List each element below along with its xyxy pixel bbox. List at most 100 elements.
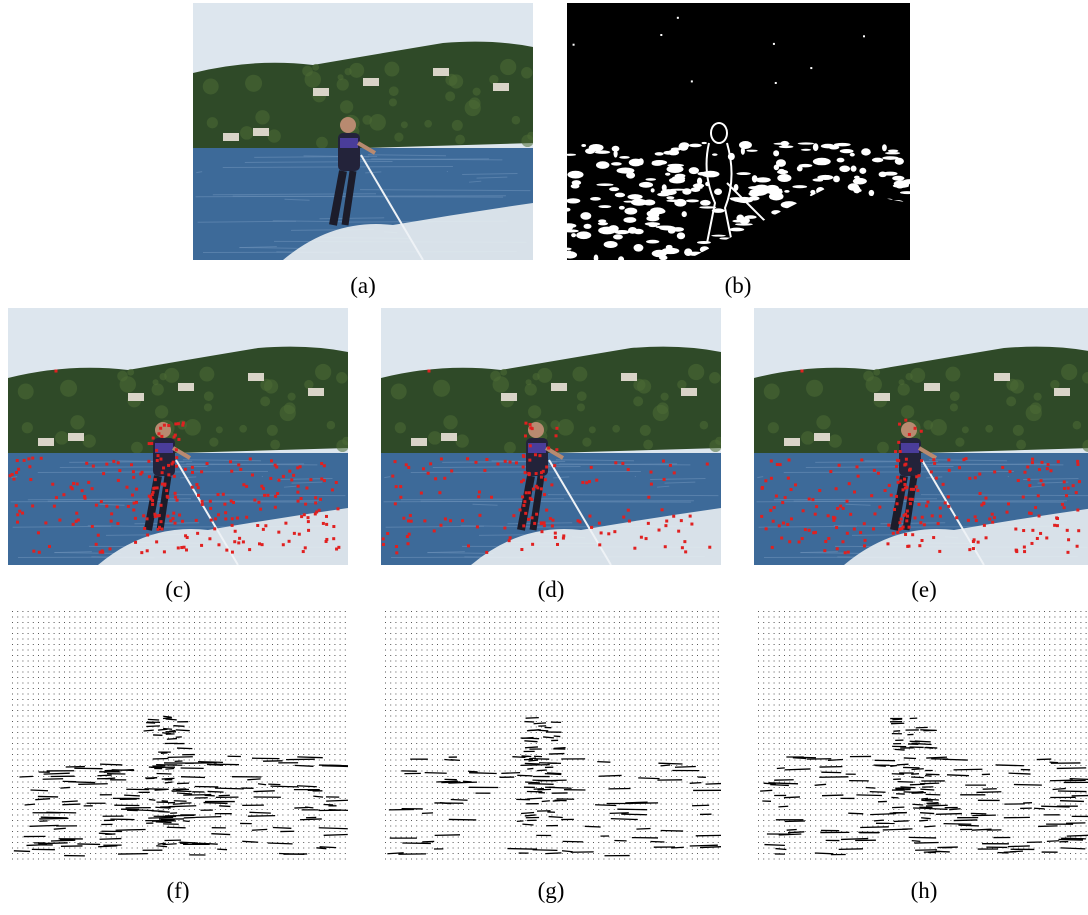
feature-point [1037,514,1041,518]
feature-point [174,448,178,452]
feature-point [528,458,532,462]
detected-points [381,369,712,555]
motion-vector [162,717,173,720]
motion-vector [99,837,122,840]
motion-vector [908,836,937,839]
feature-point [160,471,164,475]
feature-point [393,502,397,506]
feature-point [872,468,876,472]
feature-point [143,526,147,530]
motion-vector [247,778,261,781]
feature-point [478,513,482,517]
motion-vector [660,764,671,767]
feature-point [803,528,807,532]
feature-point [166,514,170,518]
feature-point [938,506,942,510]
feature-point [512,514,516,518]
motion-vector [915,849,937,851]
feature-point [159,457,163,461]
feature-point [183,467,187,471]
feature-point [807,528,811,532]
feature-point [907,544,911,548]
feature-point [904,418,908,422]
feature-point [48,544,52,548]
feature-point [984,536,988,540]
motion-vector [840,837,869,841]
tow-rope [175,459,239,565]
motion-vector [517,774,533,777]
feature-point [679,519,683,523]
feature-point [1062,486,1066,490]
feature-point [337,545,341,549]
motion-vector [532,849,558,851]
feature-point [407,532,411,536]
feature-point [917,502,921,506]
feature-point [672,514,676,518]
feature-point [649,482,653,486]
feature-point [595,478,599,482]
feature-point [394,485,398,489]
feature-point [508,536,512,540]
feature-point [856,474,860,478]
feature-point [633,546,637,550]
motion-vector [925,807,948,811]
feature-point [140,551,144,555]
feature-point [533,453,537,457]
feature-point [325,522,329,526]
motion-vector [35,798,51,801]
feature-point [905,519,909,523]
motion-vector [903,757,917,760]
feature-point [32,549,36,553]
motion-vector [926,756,947,759]
motion-vector [156,845,168,848]
motion-vector [164,781,173,784]
caption-f: (f) [166,878,190,903]
motion-vector [77,843,101,846]
feature-point [118,469,122,473]
feature-point [1006,502,1010,506]
motion-vector [462,780,472,783]
motion-vector [1066,834,1088,837]
feature-point [8,474,12,478]
feature-point [520,480,524,484]
feature-point [853,490,857,494]
feature-point [852,527,856,531]
feature-point [181,423,185,427]
feature-point [245,484,249,488]
feature-point [932,458,936,462]
feature-point [190,485,194,489]
feature-point [536,486,540,490]
motion-vector [501,771,521,775]
feature-point [485,457,489,461]
motion-vector [305,806,314,809]
feature-point [140,470,144,474]
motion-vector [161,818,175,821]
feature-point [688,514,692,518]
feature-point [29,478,33,482]
motion-vector [24,803,36,806]
feature-point [1075,544,1079,548]
feature-point [306,516,310,520]
feature-point [160,434,164,438]
feature-point [176,546,180,550]
feature-point [783,496,787,500]
motion-vector [689,844,718,847]
motion-vector [1007,845,1030,848]
motion-vector [199,842,218,845]
feature-point [248,548,252,552]
feature-point [908,502,912,506]
feature-point [554,434,558,438]
motion-vector [158,810,170,813]
motion-vector [621,813,648,816]
feature-point [157,525,161,529]
motion-vector [914,841,939,844]
motion-vector [104,769,134,772]
motion-vector [778,805,789,808]
feature-point [898,521,902,525]
motion-vector [424,772,447,774]
feature-point [1028,511,1032,515]
feature-point [760,486,764,490]
motion-vector [211,833,231,836]
feature-point [151,490,155,494]
feature-point [165,489,169,493]
